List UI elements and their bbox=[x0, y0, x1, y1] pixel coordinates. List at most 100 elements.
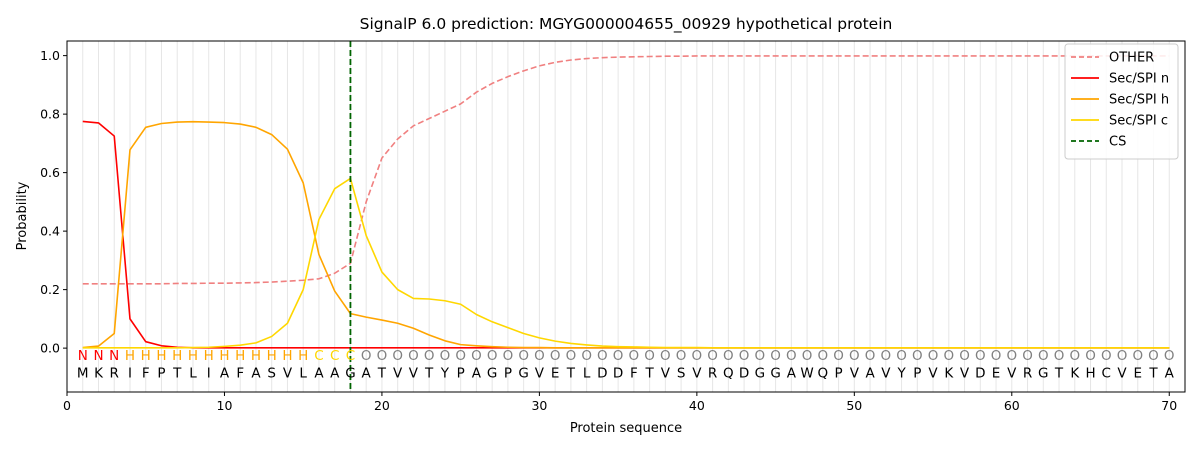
residue-letter: G bbox=[770, 365, 780, 381]
residue-letter: E bbox=[551, 365, 560, 381]
residue-letter: H bbox=[1085, 365, 1095, 381]
legend-entry: CS bbox=[1109, 135, 1126, 150]
legend-entry: OTHER bbox=[1109, 51, 1154, 66]
x-tick-label: 60 bbox=[1004, 398, 1020, 413]
predicted-label: O bbox=[424, 348, 435, 364]
x-tick-label: 40 bbox=[689, 398, 705, 413]
predicted-label: C bbox=[314, 348, 323, 364]
predicted-label: H bbox=[298, 348, 308, 364]
predicted-label: O bbox=[629, 348, 640, 364]
residue-letter: D bbox=[597, 365, 607, 381]
residue-letter: V bbox=[881, 365, 891, 381]
y-tick-label: 0.0 bbox=[40, 341, 60, 356]
predicted-label: H bbox=[125, 348, 135, 364]
predicted-label: O bbox=[676, 348, 687, 364]
predicted-label: O bbox=[755, 348, 766, 364]
residue-letter: W bbox=[800, 365, 813, 381]
predicted-label: O bbox=[912, 348, 923, 364]
predicted-label: H bbox=[188, 348, 198, 364]
predicted-label: H bbox=[204, 348, 214, 364]
chart-title: SignalP 6.0 prediction: MGYG000004655_00… bbox=[360, 15, 893, 34]
residue-letter: F bbox=[142, 365, 150, 381]
predicted-label: O bbox=[613, 348, 624, 364]
x-tick-label: 70 bbox=[1161, 398, 1177, 413]
predicted-label: O bbox=[534, 348, 545, 364]
residue-letter: A bbox=[314, 365, 324, 381]
residue-letter: K bbox=[944, 365, 954, 381]
predicted-label: N bbox=[109, 348, 119, 364]
predicted-label: C bbox=[346, 348, 355, 364]
series-lines bbox=[82, 55, 1170, 349]
series-line-other bbox=[82, 55, 1170, 285]
residue-letter: K bbox=[94, 365, 104, 381]
predicted-label: O bbox=[660, 348, 671, 364]
residue-letter: V bbox=[692, 365, 702, 381]
predicted-label: O bbox=[361, 348, 372, 364]
predicted-label: O bbox=[692, 348, 703, 364]
residue-letter: M bbox=[77, 365, 89, 381]
residue-letter: A bbox=[472, 365, 482, 381]
residue-letter: D bbox=[975, 365, 985, 381]
residue-letter: D bbox=[739, 365, 749, 381]
predicted-label: O bbox=[1054, 348, 1065, 364]
residue-letter: P bbox=[157, 365, 165, 381]
predicted-label: O bbox=[455, 348, 466, 364]
predicted-label: O bbox=[597, 348, 608, 364]
predicted-label: N bbox=[93, 348, 103, 364]
predicted-label: O bbox=[928, 348, 939, 364]
predicted-label: O bbox=[802, 348, 813, 364]
residue-letter: V bbox=[1117, 365, 1127, 381]
legend: OTHER Sec/SPI n Sec/SPI h Sec/SPI c CS bbox=[1064, 43, 1179, 160]
predicted-label: O bbox=[991, 348, 1002, 364]
residue-letter: E bbox=[992, 365, 1001, 381]
predicted-label: O bbox=[865, 348, 876, 364]
x-tick-label: 50 bbox=[846, 398, 862, 413]
predicted-label: O bbox=[1006, 348, 1017, 364]
predicted-label: O bbox=[1069, 348, 1080, 364]
residue-letter: K bbox=[1070, 365, 1080, 381]
residue-letter: F bbox=[630, 365, 638, 381]
predicted-label: O bbox=[1038, 348, 1049, 364]
residue-letter: A bbox=[787, 365, 797, 381]
residue-letter: A bbox=[251, 365, 261, 381]
predicted-label: O bbox=[550, 348, 561, 364]
predicted-label: O bbox=[1085, 348, 1096, 364]
residue-letter: R bbox=[708, 365, 717, 381]
grid-lines bbox=[82, 41, 1170, 392]
predicted-label: O bbox=[581, 348, 592, 364]
predicted-label: O bbox=[644, 348, 655, 364]
residue-letter: F bbox=[236, 365, 244, 381]
residue-letter: T bbox=[1054, 365, 1064, 381]
predicted-label: H bbox=[141, 348, 151, 364]
residue-letter: T bbox=[566, 365, 576, 381]
predicted-label: O bbox=[377, 348, 388, 364]
residue-letter: A bbox=[330, 365, 340, 381]
residue-letter: P bbox=[913, 365, 921, 381]
predicted-label: O bbox=[786, 348, 797, 364]
predicted-label: O bbox=[833, 348, 844, 364]
residue-letter: V bbox=[850, 365, 860, 381]
legend-entry: Sec/SPI h bbox=[1109, 93, 1169, 108]
predicted-label: O bbox=[1022, 348, 1033, 364]
predicted-label: O bbox=[849, 348, 860, 364]
predicted-label: O bbox=[487, 348, 498, 364]
predicted-label: O bbox=[707, 348, 718, 364]
y-axis-ticks: 0.0 0.2 0.4 0.6 0.8 1.0 bbox=[40, 48, 67, 356]
predicted-label: O bbox=[959, 348, 970, 364]
predicted-label: O bbox=[818, 348, 829, 364]
residue-letter: T bbox=[424, 365, 434, 381]
predicted-label: O bbox=[518, 348, 529, 364]
residue-letter: T bbox=[172, 365, 182, 381]
residue-letter: G bbox=[1038, 365, 1048, 381]
series-line-sec-spi-c bbox=[82, 177, 1170, 349]
residue-letter: V bbox=[283, 365, 293, 381]
y-tick-label: 0.6 bbox=[40, 165, 60, 180]
predicted-label: O bbox=[503, 348, 514, 364]
legend-box bbox=[1064, 43, 1179, 160]
predicted-label: O bbox=[1117, 348, 1128, 364]
residue-letter: Y bbox=[896, 365, 906, 381]
legend-entry: Sec/SPI n bbox=[1109, 72, 1169, 87]
residue-letter: I bbox=[128, 365, 132, 381]
residue-letter: T bbox=[377, 365, 387, 381]
